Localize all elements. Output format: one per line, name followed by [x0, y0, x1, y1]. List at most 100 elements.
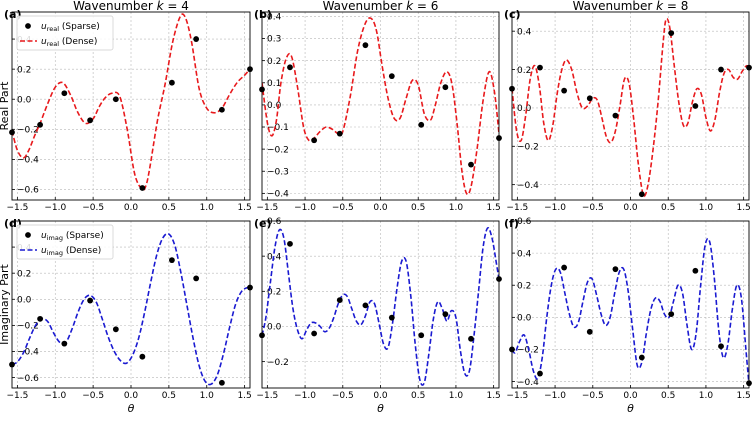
y-tick-label: 0.2: [517, 66, 531, 76]
x-tick-label: 0.5: [661, 391, 675, 401]
legend-box: [16, 224, 114, 260]
x-axis-label: θ: [128, 402, 135, 415]
axes-frame: [261, 220, 500, 389]
sparse-point: [37, 315, 44, 322]
x-tick-label: −0.5: [332, 391, 354, 401]
x-tick-label: 1.5: [237, 203, 251, 213]
panel-0: −1.5 −1.0 −0.5 0.0 0.5 1.0 1.5 −0.6 −0.4 −0.2 0.0 0…: [0, 0, 253, 213]
dense-series-line: [12, 232, 250, 386]
sparse-point: [193, 36, 200, 42]
sparse-point: [218, 106, 225, 113]
sparse-point: [668, 30, 675, 37]
y-tick-label: 0.4: [517, 249, 532, 259]
y-tick-label: 0.2: [17, 269, 31, 279]
sparse-point: [692, 103, 699, 109]
panel-label: (c): [504, 8, 521, 21]
legend-label-dense: uimag (Dense): [41, 246, 101, 257]
y-tick-label: −0.6: [17, 374, 39, 384]
sparse-point: [718, 66, 724, 73]
y-tick-label: −0.6: [17, 186, 39, 196]
legend-label-sparse-symbol: u: [41, 22, 47, 32]
sparse-point: [336, 130, 343, 137]
y-tick-label: −0.2: [517, 142, 539, 152]
legend-box: [16, 15, 114, 51]
x-tick-label: 0.5: [411, 391, 425, 401]
x-tick-label: −1.0: [294, 203, 316, 213]
y-tick-label: 0.0: [517, 314, 532, 324]
chart-title-part: k: [406, 0, 414, 13]
x-axis-label: θ: [627, 402, 634, 415]
legend-label-dense-symbol: u: [41, 37, 47, 47]
x-tick-label: 1.0: [449, 203, 464, 213]
x-tick-label: 0.0: [124, 203, 139, 213]
x-tick-label: −1.5: [506, 203, 528, 213]
sparse-point: [718, 343, 724, 350]
x-tick-label: 0.0: [124, 391, 139, 401]
x-tick-label: −1.0: [544, 391, 566, 401]
x-tick-label: −1.5: [256, 391, 278, 401]
legend-marker-sparse: [25, 232, 31, 238]
y-axis-label: Imaginary Part: [0, 263, 11, 344]
panel-label: (b): [254, 8, 272, 21]
sparse-point: [311, 330, 318, 337]
x-tick-label: 1.0: [699, 391, 714, 401]
y-tick-label: 0.1: [267, 79, 281, 89]
x-tick-label: −1.5: [6, 391, 28, 401]
sparse-point: [169, 257, 175, 264]
legend-label-dense-subscript: real: [47, 40, 60, 48]
chart-title-part: Wavenumber: [573, 0, 657, 13]
x-tick-label: 1.0: [699, 203, 714, 213]
y-tick-label: −0.4: [517, 378, 539, 388]
y-tick-label: −0.2: [17, 322, 39, 332]
legend-label-sparse-symbol: u: [41, 231, 47, 241]
y-tick-label: −0.2: [267, 145, 289, 155]
dense-series-line: [262, 17, 499, 196]
sparse-point: [612, 112, 619, 119]
panel-5: −1.5 −1.0 −0.5 0.0 0.5 1.0 1.5 −0.4 −0.2 0.0 0.2 0.…: [504, 217, 752, 415]
legend-label-sparse-subscript: real: [47, 25, 60, 33]
y-tick-label: 0.2: [17, 65, 31, 75]
sparse-point: [537, 64, 543, 71]
legend-label-dense-subscript: imag: [47, 249, 63, 257]
y-tick-label: −0.4: [517, 181, 539, 191]
sparse-point: [112, 96, 119, 103]
y-tick-label: −0.2: [17, 126, 39, 136]
x-tick-label: 1.5: [736, 203, 750, 213]
x-tick-label: 1.5: [486, 391, 500, 401]
sparse-point: [586, 328, 593, 335]
x-tick-label: −1.0: [44, 391, 66, 401]
axes-frame: [261, 11, 500, 201]
y-tick-label: 0.6: [517, 217, 532, 227]
x-axis-label: θ: [377, 402, 384, 415]
y-tick-label: 0.2: [267, 288, 281, 298]
legend-label-dense: ureal (Dense): [41, 37, 97, 48]
legend-label-sparse-suffix: (Sparse): [63, 231, 104, 241]
panel-1: −1.5 −1.0 −0.5 0.0 0.5 1.0 1.5 −0.4 −0.3 −0.2 −0.1…: [254, 0, 502, 213]
x-tick-label: 0.0: [623, 203, 638, 213]
sparse-point: [311, 137, 318, 144]
legend-label-sparse: uimag (Sparse): [41, 231, 104, 242]
sparse-point: [388, 314, 395, 321]
y-tick-label: 0.3: [267, 35, 281, 45]
x-tick-label: −1.5: [256, 203, 278, 213]
chart-title: Wavenumber k = 6: [323, 0, 439, 13]
y-tick-label: 0.0: [17, 95, 32, 105]
y-tick-label: 0.6: [267, 217, 282, 227]
sparse-point: [442, 311, 449, 318]
sparse-point: [61, 340, 68, 347]
sparse-point: [362, 302, 369, 309]
sparse-point: [287, 240, 293, 247]
y-axis-label: Real Part: [0, 81, 11, 131]
axes-frame: [11, 220, 251, 389]
chart-title-part: = 4: [164, 0, 189, 13]
sparse-point: [218, 379, 225, 386]
chart-title: Wavenumber k = 8: [573, 0, 689, 13]
y-tick-label: 0.0: [17, 295, 32, 305]
sparse-point: [139, 353, 146, 360]
y-tick-label: −0.4: [267, 190, 289, 200]
x-tick-label: 0.0: [373, 203, 388, 213]
x-tick-label: −0.5: [82, 391, 104, 401]
sparse-point: [287, 64, 293, 71]
y-tick-label: 0.0: [267, 101, 282, 111]
chart-title-part: k: [157, 0, 165, 13]
